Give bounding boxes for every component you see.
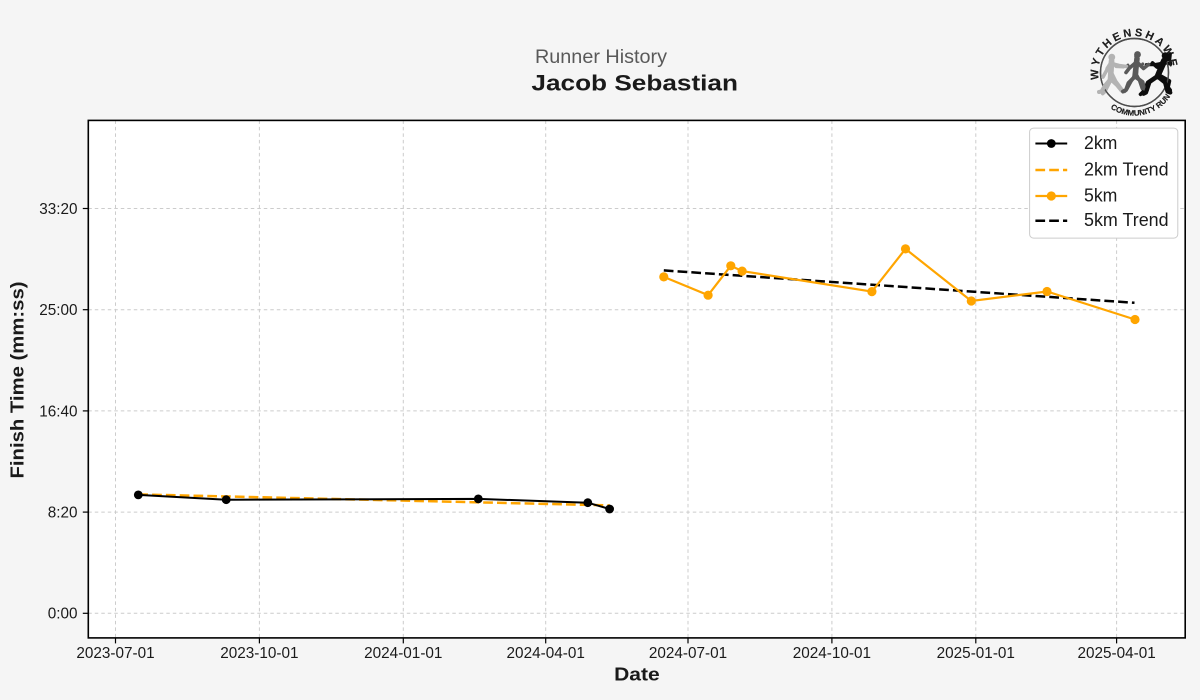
svg-text:2023-10-01: 2023-10-01: [220, 645, 298, 662]
svg-text:2025-01-01: 2025-01-01: [937, 645, 1015, 662]
svg-text:25:00: 25:00: [39, 302, 77, 319]
svg-text:Jacob Sebastian: Jacob Sebastian: [531, 70, 738, 95]
svg-text:2km Trend: 2km Trend: [1084, 159, 1169, 179]
svg-text:2025-04-01: 2025-04-01: [1077, 645, 1155, 662]
svg-text:2024-10-01: 2024-10-01: [793, 645, 871, 662]
svg-text:8:20: 8:20: [48, 505, 78, 522]
svg-text:Date: Date: [614, 664, 660, 685]
svg-text:Finish Time (mm:ss): Finish Time (mm:ss): [7, 282, 28, 479]
svg-text:0:00: 0:00: [48, 606, 78, 623]
svg-text:Runner History: Runner History: [535, 47, 667, 68]
svg-text:2023-07-01: 2023-07-01: [76, 645, 154, 662]
svg-text:2024-04-01: 2024-04-01: [507, 645, 585, 662]
svg-text:5km: 5km: [1084, 185, 1117, 205]
svg-text:2km: 2km: [1084, 133, 1117, 153]
svg-text:2024-07-01: 2024-07-01: [649, 645, 727, 662]
svg-text:5km Trend: 5km Trend: [1084, 210, 1169, 230]
svg-text:16:40: 16:40: [39, 403, 77, 420]
svg-text:33:20: 33:20: [39, 201, 77, 218]
svg-text:2024-01-01: 2024-01-01: [364, 645, 442, 662]
